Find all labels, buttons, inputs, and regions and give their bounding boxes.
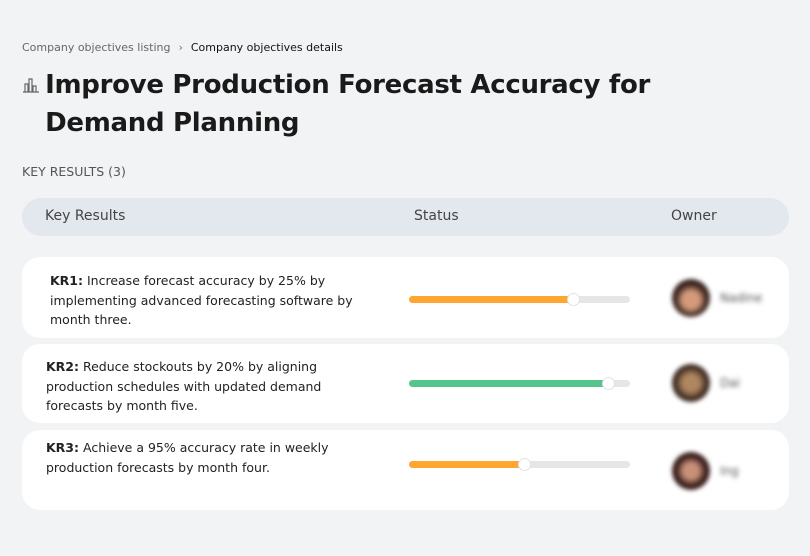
table-header: Key Results Status Owner <box>22 198 789 236</box>
progress-knob <box>566 293 580 306</box>
breadcrumb-current: Company objectives details <box>190 41 343 54</box>
key-result-text: KR1: Increase forecast accuracy by 25% b… <box>50 273 353 327</box>
progress-bar <box>409 377 630 390</box>
header-key-results: Key Results <box>45 208 126 224</box>
progress-knob <box>601 377 615 390</box>
header-owner: Owner <box>671 208 717 224</box>
table-row[interactable]: KR1: Increase forecast accuracy by 25% b… <box>22 257 789 338</box>
header-status: Status <box>414 208 459 224</box>
building-chart-icon <box>22 66 45 142</box>
owner-name: Dai <box>720 376 740 390</box>
key-results-count: KEY RESULTS (3) <box>22 164 126 179</box>
avatar <box>672 279 710 317</box>
avatar <box>672 364 710 402</box>
owner-name: Nadine <box>720 291 763 305</box>
avatar <box>672 452 710 490</box>
key-result-text: KR3: Achieve a 95% accuracy rate in week… <box>46 440 329 475</box>
progress-bar <box>409 293 630 306</box>
breadcrumb-link-listing[interactable]: Company objectives listing <box>22 41 171 54</box>
table-row[interactable]: KR2: Reduce stockouts by 20% by aligning… <box>22 344 789 423</box>
key-result-text: KR2: Reduce stockouts by 20% by aligning… <box>46 359 322 413</box>
breadcrumb: Company objectives listing › Company obj… <box>22 41 343 54</box>
owner-name: Ing <box>720 464 739 478</box>
progress-bar <box>409 458 630 471</box>
breadcrumb-separator: › <box>178 41 183 54</box>
table-row[interactable]: KR3: Achieve a 95% accuracy rate in week… <box>22 430 789 510</box>
progress-knob <box>517 458 531 471</box>
page-header: Improve Production Forecast Accuracy for… <box>22 66 762 142</box>
page-title: Improve Production Forecast Accuracy for… <box>45 70 651 138</box>
